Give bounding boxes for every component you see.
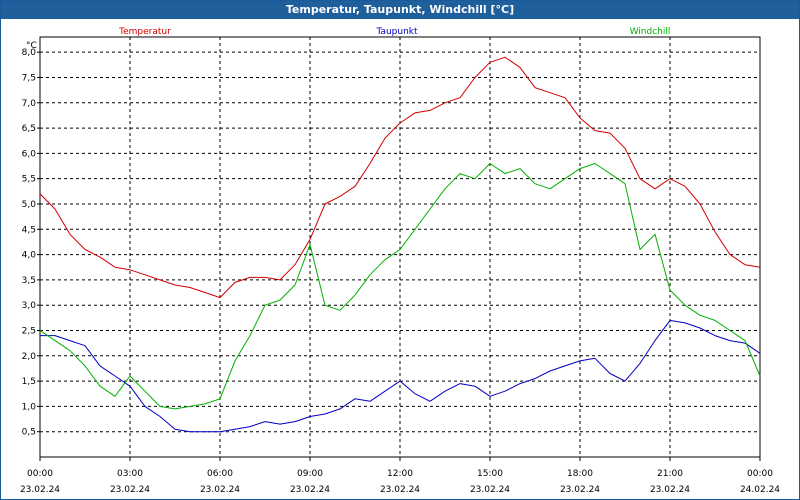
y-axis-label: °C xyxy=(26,41,37,51)
x-tick-time-label: 00:00 xyxy=(27,469,53,479)
y-axis: 0,5 1,0 1,5 2,0 2,5 3,0 3,5 4,0 4,5 5,0 5,5 6,0 6,5 7… xyxy=(22,48,40,438)
x-tick-date-label: 23.02.24 xyxy=(110,485,150,495)
y-tick-label: 6,5 xyxy=(22,124,36,134)
x-tick-time-label: 03:00 xyxy=(117,469,143,479)
legend-entry-temperatur: Temperatur xyxy=(118,27,171,37)
y-tick-label: 5,5 xyxy=(22,175,36,185)
series-line-taupunkt xyxy=(40,319,761,433)
x-tick-date-label: 23.02.24 xyxy=(200,485,240,495)
series-group xyxy=(39,56,761,433)
y-tick-label: 2,0 xyxy=(22,352,37,362)
y-tick-label: 1,0 xyxy=(22,402,37,412)
y-tick-label: 4,5 xyxy=(22,225,36,235)
x-axis: 00:00 23.02.24 03:00 23.02.24 06:00 23.02.24 0… xyxy=(20,457,780,495)
x-tick-date-label: 23.02.24 xyxy=(20,485,60,495)
x-tick-time-label: 06:00 xyxy=(207,469,233,479)
series-line-temperatur xyxy=(39,56,761,299)
x-tick-time-label: 00:00 xyxy=(747,469,773,479)
y-tick-label: 7,0 xyxy=(22,99,37,109)
y-tick-label: 8,0 xyxy=(22,48,37,58)
y-tick-label: 2,5 xyxy=(22,326,36,336)
y-tick-label: 1,5 xyxy=(22,377,36,387)
x-tick-time-label: 18:00 xyxy=(567,469,593,479)
x-tick-date-label: 23.02.24 xyxy=(290,485,330,495)
x-tick-date-label: 23.02.24 xyxy=(470,485,510,495)
x-tick-date-label: 24.02.24 xyxy=(740,485,780,495)
y-tick-label: 3,5 xyxy=(22,276,36,286)
x-tick-time-label: 15:00 xyxy=(477,469,503,479)
y-tick-label: 5,0 xyxy=(22,200,37,210)
x-tick-time-label: 21:00 xyxy=(657,469,683,479)
x-tick-time-label: 09:00 xyxy=(297,469,323,479)
legend-entry-taupunkt: Taupunkt xyxy=(375,27,418,37)
x-tick-date-label: 23.02.24 xyxy=(560,485,600,495)
y-tick-label: 7,5 xyxy=(22,73,36,83)
x-tick-time-label: 12:00 xyxy=(387,469,413,479)
x-tick-date-label: 23.02.24 xyxy=(650,485,690,495)
y-tick-label: 0,5 xyxy=(22,428,36,438)
y-tick-label: 3,0 xyxy=(22,301,37,311)
legend-entry-windchill: Windchill xyxy=(630,27,671,37)
x-tick-date-label: 23.02.24 xyxy=(380,485,420,495)
series-line-windchill xyxy=(39,163,761,410)
legend: Temperatur Taupunkt Windchill xyxy=(118,27,670,37)
window-title: Temperatur, Taupunkt, Windchill [°C] xyxy=(1,1,799,19)
y-tick-label: 6,0 xyxy=(22,149,37,159)
y-tick-label: 4,0 xyxy=(22,251,37,261)
